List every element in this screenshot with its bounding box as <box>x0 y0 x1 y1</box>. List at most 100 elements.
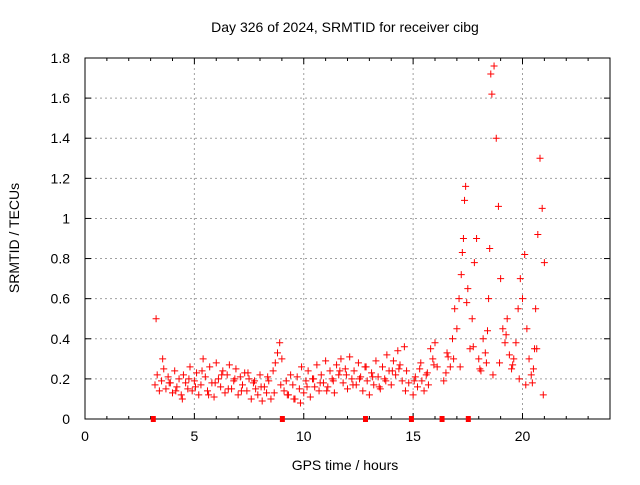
data-point <box>306 393 314 401</box>
data-point <box>221 389 229 397</box>
data-point <box>369 373 377 381</box>
data-point <box>270 389 278 397</box>
baseline-marker <box>150 416 156 422</box>
data-point <box>191 383 199 391</box>
data-point <box>458 249 466 257</box>
data-point <box>158 377 166 385</box>
data-point <box>516 275 524 283</box>
data-point <box>278 355 286 363</box>
data-point <box>443 349 451 357</box>
data-point <box>505 351 513 359</box>
data-point <box>160 365 168 373</box>
x-tick-label: 20 <box>515 428 531 444</box>
y-tick-label: 0.2 <box>51 371 71 387</box>
y-tick-label: 1.4 <box>51 130 71 146</box>
data-point <box>365 391 373 399</box>
data-point <box>473 235 481 242</box>
data-point <box>326 367 334 375</box>
chart-title: Day 326 of 2024, SRMTID for receiver cib… <box>211 19 479 35</box>
data-point <box>304 367 312 375</box>
data-point <box>256 371 264 379</box>
data-point <box>484 327 491 335</box>
data-point <box>392 371 400 379</box>
data-point <box>341 365 349 373</box>
data-point <box>488 90 496 98</box>
data-point <box>184 385 192 393</box>
data-point <box>469 343 477 351</box>
data-point <box>324 383 332 391</box>
data-point <box>354 359 362 367</box>
data-point <box>175 375 183 383</box>
data-point <box>329 377 337 385</box>
data-point <box>463 299 471 307</box>
data-point <box>239 381 246 389</box>
data-point <box>190 377 198 385</box>
data-point <box>236 373 244 381</box>
y-tick-label: 0.8 <box>51 251 71 267</box>
data-point <box>296 399 304 407</box>
data-point <box>462 182 470 190</box>
data-point <box>499 325 507 333</box>
data-point <box>363 377 371 385</box>
data-point <box>173 383 181 391</box>
data-point <box>265 377 273 385</box>
data-point <box>280 387 288 395</box>
data-point <box>457 271 465 279</box>
data-point <box>453 325 461 333</box>
data-point <box>197 381 205 389</box>
data-point <box>502 331 510 339</box>
data-point <box>456 363 464 371</box>
data-point <box>411 373 419 381</box>
data-point <box>322 357 330 365</box>
data-point <box>382 377 390 385</box>
data-point <box>165 379 173 387</box>
data-point <box>267 395 275 403</box>
data-point <box>534 230 542 238</box>
data-point <box>409 391 417 399</box>
data-point <box>257 383 265 391</box>
data-point <box>394 347 402 355</box>
data-point <box>152 315 160 323</box>
data-point <box>164 373 172 381</box>
plot-frame <box>84 57 611 420</box>
y-tick-label: 0 <box>62 411 70 427</box>
data-point <box>188 387 196 395</box>
x-tick-label: 0 <box>81 428 89 444</box>
y-tick-label: 1.8 <box>51 50 71 66</box>
data-point <box>362 363 370 371</box>
data-point <box>512 339 520 347</box>
data-point <box>401 387 409 395</box>
data-point <box>431 339 439 347</box>
data-point <box>172 387 180 395</box>
data-point <box>219 367 227 375</box>
data-point <box>461 196 469 204</box>
data-point <box>523 325 531 333</box>
data-point <box>481 349 489 357</box>
data-point <box>201 373 209 381</box>
data-point <box>245 375 253 383</box>
data-point <box>403 367 411 375</box>
data-point <box>533 345 541 353</box>
data-point <box>155 387 163 395</box>
data-point <box>449 335 456 343</box>
data-point <box>470 259 478 267</box>
data-point <box>199 355 207 363</box>
data-point <box>162 385 170 393</box>
baseline-markers <box>150 416 471 422</box>
data-point <box>496 359 504 367</box>
data-point <box>211 379 219 387</box>
data-point <box>204 387 211 395</box>
data-point <box>405 379 413 387</box>
data-point <box>193 369 201 377</box>
data-point <box>440 377 448 385</box>
data-point <box>538 204 546 212</box>
data-point <box>224 385 232 393</box>
data-point <box>536 154 544 162</box>
x-tick-label: 5 <box>190 428 198 444</box>
data-point <box>418 377 426 385</box>
data-point <box>485 295 493 303</box>
data-point <box>492 134 500 142</box>
data-point <box>311 383 319 391</box>
data-point <box>356 375 364 383</box>
data-point <box>217 383 225 391</box>
